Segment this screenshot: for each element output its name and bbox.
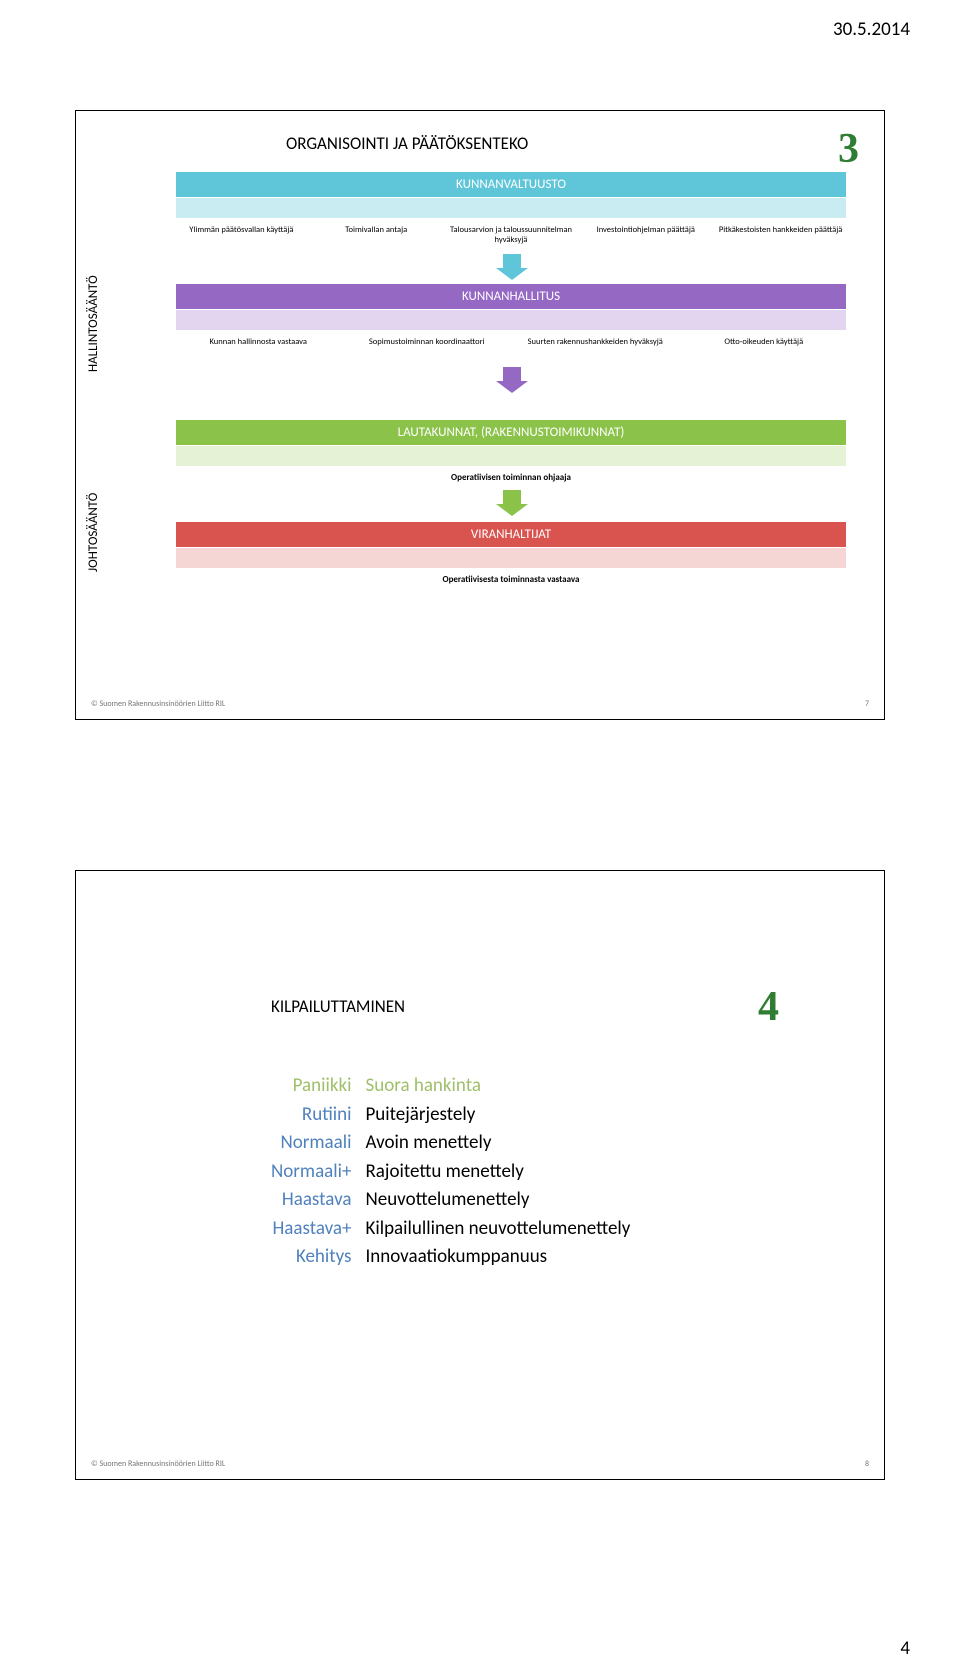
rot-label-johto: JOHTOSÄÄNTÖ [86, 493, 101, 572]
lk-single: Operatiivisen toiminnan ohjaaja [176, 470, 846, 485]
slide2-number: 4 [758, 983, 779, 1031]
band-kunnanvaltuusto: KUNNANVALTUUSTO [176, 172, 846, 197]
band-kunnanhallitus: KUNNANHALLITUS [176, 284, 846, 309]
list-left-item: Rutiini [271, 1101, 351, 1130]
list-right-item: Suora hankinta [365, 1072, 630, 1101]
rot-label-hallinto: HALLINTOSÄÄNTÖ [86, 275, 101, 372]
list-right-item: Avoin menettely [365, 1129, 630, 1158]
desc-row-kh: Kunnan hallinnosta vastaava Sopimustoimi… [176, 334, 846, 352]
kv-item-4: Pitkäkestoisten hankkeiden päättäjä [715, 222, 846, 250]
subband-kh [176, 310, 846, 330]
list-left-item: Haastava+ [271, 1215, 351, 1244]
list-right-item: Puitejärjestely [365, 1101, 630, 1130]
list-left-item: Haastava [271, 1186, 351, 1215]
org-diagram: HALLINTOSÄÄNTÖ JOHTOSÄÄNTÖ KUNNANVALTUUS… [76, 172, 884, 672]
slide2-footer: © Suomen Rakennusinsinöörien Liitto RIL [91, 1459, 225, 1469]
arrow-blue [496, 254, 528, 280]
list-left-item: Kehitys [271, 1243, 351, 1272]
list-left-col: PaniikkiRutiiniNormaaliNormaali+Haastava… [271, 1072, 351, 1272]
slide1-footer-page: 7 [865, 699, 869, 709]
date-header: 30.5.2014 [833, 18, 910, 41]
list-right-item: Kilpailullinen neuvottelumenettely [365, 1215, 630, 1244]
list-right-col: Suora hankintaPuitejärjestelyAvoin menet… [365, 1072, 630, 1272]
subband-lk [176, 446, 846, 466]
slide1-number: 3 [838, 125, 859, 173]
list-right-item: Neuvottelumenettely [365, 1186, 630, 1215]
page-number: 4 [900, 1637, 910, 1660]
slide2-footer-page: 8 [865, 1459, 869, 1469]
kv-item-2: Talousarvion ja taloussuunnitelman hyväk… [446, 222, 577, 250]
kh-item-1: Sopimustoiminnan koordinaattori [345, 334, 510, 352]
band-lautakunnat: LAUTAKUNNAT, (RAKENNUSTOIMIKUNNAT) [176, 420, 846, 445]
list-right-item: Rajoitettu menettely [365, 1158, 630, 1187]
arrow-purple [496, 367, 528, 393]
list-left-item: Normaali [271, 1129, 351, 1158]
list-left-item: Normaali+ [271, 1158, 351, 1187]
arrow-green [496, 490, 528, 516]
kv-item-3: Investointiohjelman päättäjä [580, 222, 711, 250]
kv-item-1: Toimivallan antaja [311, 222, 442, 250]
slide1-footer: © Suomen Rakennusinsinöörien Liitto RIL [91, 699, 225, 709]
kh-item-3: Otto-oikeuden käyttäjä [682, 334, 847, 352]
kv-item-0: Ylimmän päätösvallan käyttäjä [176, 222, 307, 250]
subband-kv [176, 198, 846, 218]
band-viranhaltijat: VIRANHALTIJAT [176, 522, 846, 547]
list-left-item: Paniikki [271, 1072, 351, 1101]
list-right-item: Innovaatiokumppanuus [365, 1243, 630, 1272]
desc-row-kv: Ylimmän päätösvallan käyttäjä Toimivalla… [176, 222, 846, 250]
vh-single: Operatiivisesta toiminnasta vastaava [176, 572, 846, 587]
kh-item-0: Kunnan hallinnosta vastaava [176, 334, 341, 352]
slide1-title: ORGANISOINTI JA PÄÄTÖKSENTEKO [286, 133, 884, 154]
slide2-title: KILPAILUTTAMINEN [271, 996, 884, 1017]
kh-item-2: Suurten rakennushankkeiden hyväksyjä [513, 334, 678, 352]
kilpailu-list: PaniikkiRutiiniNormaaliNormaali+Haastava… [271, 1072, 884, 1272]
subband-vh [176, 548, 846, 568]
slide-2: KILPAILUTTAMINEN 4 PaniikkiRutiiniNormaa… [75, 870, 885, 1480]
slide-1: ORGANISOINTI JA PÄÄTÖKSENTEKO 3 HALLINTO… [75, 110, 885, 720]
